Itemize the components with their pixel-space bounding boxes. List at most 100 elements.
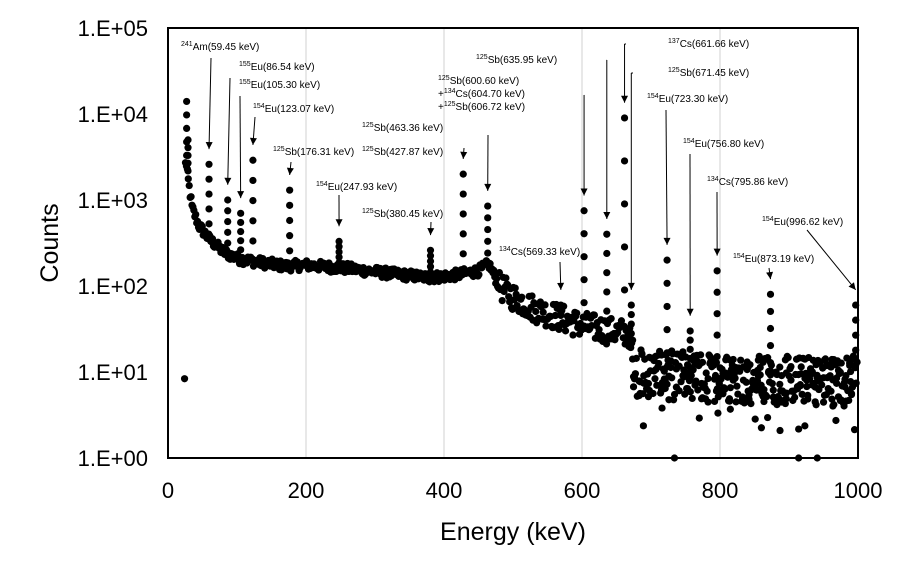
data-point [658, 404, 666, 412]
data-point [836, 368, 844, 376]
data-point [607, 314, 615, 323]
annotation-arrow [208, 57, 212, 150]
data-point [627, 329, 635, 338]
data-point [695, 414, 703, 422]
data-point [192, 210, 200, 219]
data-point [638, 349, 646, 358]
data-point [183, 124, 191, 132]
annotation-label: 154Eu(123.07 keV) [253, 103, 334, 115]
data-point [639, 390, 647, 398]
data-point [797, 363, 805, 371]
data-point [819, 398, 828, 406]
data-point [795, 425, 803, 433]
data-point [603, 269, 611, 277]
data-point [208, 235, 217, 243]
peak-annotation: 125Sb(176.31 keV) [273, 146, 354, 176]
data-point [644, 379, 653, 388]
arrowhead [286, 167, 294, 175]
data-point [498, 296, 506, 305]
data-point [335, 253, 343, 261]
annotation-label: 154Eu(996.62 keV) [762, 216, 843, 228]
data-point [580, 299, 588, 307]
data-point [184, 136, 192, 144]
data-point [711, 371, 720, 380]
data-point [692, 377, 700, 385]
peak-annotation: 137Cs(661.66 keV) [621, 38, 749, 103]
data-point [426, 268, 435, 276]
data-point [580, 253, 588, 261]
data-point [205, 220, 213, 228]
x-axis-title: Energy (keV) [440, 518, 586, 546]
data-point [688, 394, 696, 403]
data-point [821, 355, 830, 363]
peak-annotation: 155Eu(105.30 keV) [237, 79, 320, 199]
annotation-label: 125Sb(176.31 keV) [273, 146, 354, 158]
data-point [602, 340, 611, 348]
data-point [760, 386, 768, 394]
arrowhead [713, 248, 721, 256]
data-point [603, 249, 611, 258]
data-point [426, 257, 435, 265]
data-point [732, 398, 740, 406]
data-point [249, 237, 257, 245]
data-point [687, 371, 695, 380]
peak-annotation: 125Sb(635.95 keV) [476, 54, 611, 220]
data-point [459, 230, 467, 238]
annotation-label: +125Sb(606.72 keV) [438, 101, 525, 113]
data-point [627, 339, 635, 347]
arrowhead [460, 151, 468, 159]
data-point [776, 380, 784, 388]
data-point [784, 354, 792, 362]
data-point [541, 301, 549, 309]
data-point [766, 341, 775, 350]
annotation-label: 125Sb(600.60 keV) [438, 75, 519, 87]
data-point [776, 426, 784, 435]
x-axis-ticks: 0 200 400 600 800 1000 [162, 478, 883, 503]
data-point [791, 393, 799, 401]
arrowhead [766, 271, 774, 280]
data-point [725, 397, 734, 405]
data-point [224, 228, 232, 236]
plot-area-frame [167, 27, 859, 459]
peak-annotation: 154Eu(247.93 keV) [316, 181, 397, 227]
data-point [663, 302, 671, 311]
data-point [703, 387, 711, 395]
data-point [286, 216, 294, 225]
annotation-label: 125Sb(427.87 keV) [362, 146, 443, 158]
data-point [747, 400, 755, 408]
data-point [828, 395, 836, 403]
data-point [686, 364, 694, 372]
data-point [185, 181, 193, 190]
arrowhead [205, 142, 213, 150]
data-points [180, 97, 861, 462]
arrowhead [484, 183, 492, 191]
annotation-arrow [665, 109, 668, 245]
peak-annotation: 154Eu(123.07 keV) [249, 103, 334, 146]
data-point [629, 383, 638, 391]
data-point [712, 358, 721, 367]
peak-annotation: 154Eu(756.80 keV) [683, 138, 764, 316]
data-point [205, 205, 213, 213]
data-point [459, 190, 467, 198]
data-point [686, 345, 694, 353]
annotation-label: 134Cs(569.33 keV) [499, 246, 580, 258]
peak-annotation: 125Sb(380.45 keV) [362, 208, 443, 236]
annotation-label: 154Eu(247.93 keV) [316, 181, 397, 193]
data-point [667, 363, 675, 372]
x-tick-label: 1000 [834, 478, 883, 503]
arrowhead [686, 308, 694, 316]
data-point [651, 375, 659, 383]
data-point [801, 422, 809, 430]
data-point [627, 320, 635, 328]
data-point [620, 286, 629, 294]
annotation-label: 154Eu(756.80 keV) [683, 138, 764, 150]
data-point [490, 266, 498, 274]
data-point [603, 307, 611, 315]
data-point [569, 331, 577, 339]
data-point [205, 190, 213, 198]
data-point [733, 382, 741, 390]
data-point [837, 359, 845, 367]
data-point [845, 396, 853, 405]
data-point [603, 230, 611, 238]
data-point [249, 197, 257, 205]
